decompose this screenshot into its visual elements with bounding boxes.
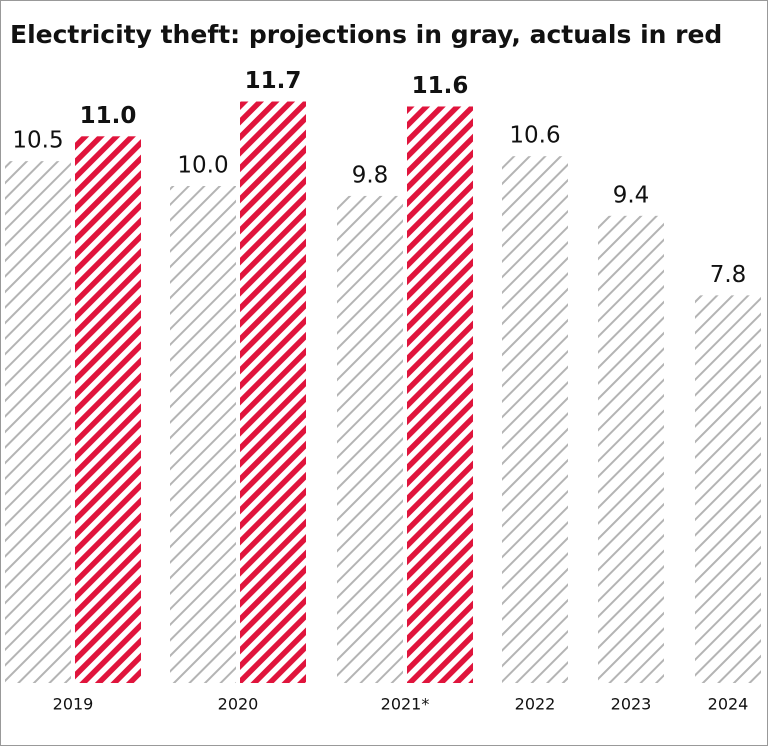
x-tick-label: 2023 — [611, 695, 652, 714]
bar — [5, 161, 71, 683]
bar — [502, 156, 568, 683]
value-label: 9.8 — [352, 162, 389, 188]
value-label: 10.6 — [509, 123, 560, 149]
value-label: 11.0 — [80, 103, 137, 129]
bar — [337, 195, 403, 683]
x-tick-label: 2019 — [53, 695, 94, 714]
value-label: 9.4 — [613, 182, 650, 208]
x-tick-label: 2022 — [515, 695, 556, 714]
bar — [598, 215, 664, 683]
value-label: 7.8 — [710, 262, 747, 288]
x-tick-label: 2020 — [218, 695, 259, 714]
bar — [240, 101, 306, 683]
bar — [170, 186, 236, 683]
x-tick-label: 2024 — [708, 695, 749, 714]
x-tick-label: 2021* — [381, 695, 430, 714]
value-label: 10.0 — [177, 153, 228, 179]
bar — [75, 136, 141, 684]
bar — [407, 106, 473, 684]
value-label: 11.6 — [412, 73, 469, 99]
bar — [695, 295, 761, 683]
value-label: 10.5 — [12, 128, 63, 154]
chart-title: Electricity theft: projections in gray, … — [10, 20, 722, 49]
value-label: 11.7 — [245, 68, 302, 94]
